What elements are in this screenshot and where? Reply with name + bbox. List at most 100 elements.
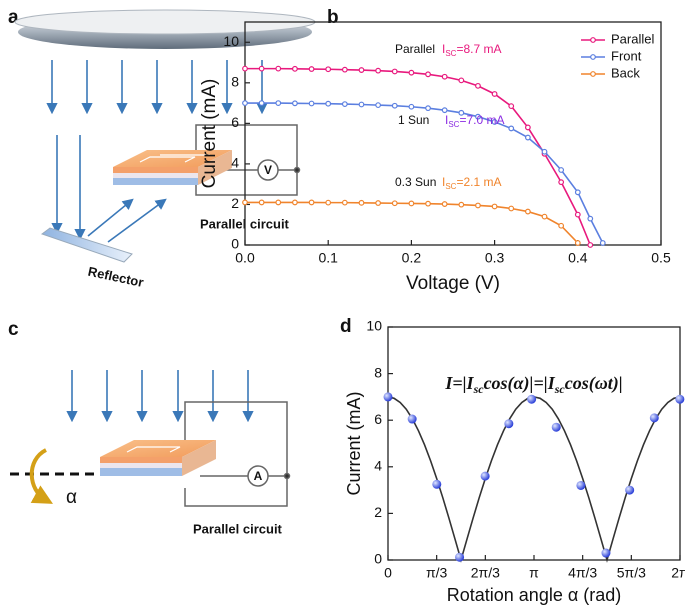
data-point (391, 102, 398, 109)
plot-frame (244, 21, 662, 246)
x-axis-title: Rotation angle α (rad) (447, 585, 622, 605)
y-axis-title: Current (mA) (344, 391, 364, 495)
panel-c: c A α Parallel circuit (8, 319, 291, 536)
circuit (195, 124, 301, 196)
data-point (491, 91, 498, 97)
data-point (551, 422, 561, 432)
charts: b 0.0 0.1 0.2 0.3 0.4 0.5 0 2 4 6 8 10 Voltage (V) Cur… (199, 7, 685, 605)
data-point (408, 69, 415, 76)
legend-label: Parallel (611, 31, 654, 46)
legend-marker (590, 71, 596, 77)
x-axis-title: Voltage (V) (406, 273, 500, 294)
data-point (574, 211, 581, 218)
x-tick-label: 0.4 (568, 250, 588, 266)
x-tick-label: 0 (384, 565, 392, 581)
y-tick-label: 0 (231, 236, 239, 252)
y-tick-label: 2 (231, 195, 239, 211)
data-point (475, 82, 481, 89)
legend-label: Back (611, 65, 640, 80)
data-point (308, 100, 315, 107)
reflector-label: Reflector (87, 264, 145, 290)
y-tick-label: 8 (374, 364, 382, 380)
y-tick-label: 10 (223, 33, 239, 49)
subscript: sc (473, 382, 485, 396)
x-tick-label: 0.0 (235, 250, 255, 266)
meter-label: A (254, 469, 263, 483)
data-point (292, 199, 298, 206)
data-point (441, 107, 448, 114)
equation-part: cos(α)|=|I (484, 373, 556, 394)
data-point (375, 67, 382, 74)
data-point (341, 199, 348, 206)
annotation-label: Parallel (395, 42, 435, 56)
data-point (258, 100, 265, 106)
data-point (432, 479, 442, 489)
data-line (387, 396, 681, 563)
annotation-label: 0.3 Sun (395, 175, 436, 189)
equation-part: cos(ωt)| (565, 373, 623, 394)
data-point (375, 102, 382, 109)
data-point (391, 68, 398, 75)
annotation-value: ISC=8.7 mA (442, 42, 502, 58)
subscript: SC (448, 120, 459, 129)
data-point (341, 101, 348, 108)
legend-marker (590, 37, 596, 43)
data-point (601, 548, 611, 558)
data-point (491, 119, 498, 125)
y-tick-label: 6 (231, 114, 239, 130)
data-point (455, 552, 465, 562)
panel-a: a V (8, 7, 316, 290)
data-point (458, 109, 465, 116)
data-point (504, 419, 514, 429)
data-point (508, 103, 515, 110)
data-point (458, 201, 465, 208)
panel-label: d (340, 316, 352, 337)
data-point (275, 100, 282, 106)
data-point (576, 480, 586, 490)
equation: I=|Isccos(α)|=|Isccos(ωt)| (444, 373, 622, 396)
data-point (524, 134, 531, 141)
data-point (325, 66, 332, 73)
panel-label: b (327, 7, 339, 28)
data-point (391, 200, 398, 207)
subscript: SC (445, 49, 456, 58)
data-point (408, 200, 415, 207)
x-tick-label: 0.2 (402, 250, 422, 266)
equation-part: I=|I (444, 373, 474, 393)
data-point (242, 65, 248, 72)
data-point (558, 222, 565, 229)
data-point (408, 103, 415, 110)
x-tick-label: 0.5 (651, 250, 671, 266)
data-point (242, 100, 248, 106)
x-tick-label: π (529, 565, 539, 581)
symbol: I (445, 113, 448, 127)
symbol: I (442, 175, 445, 189)
x-tick-label: 2π (671, 565, 685, 581)
data-point (574, 189, 581, 196)
data-point (275, 199, 282, 206)
data-point (441, 73, 448, 80)
x-tick-label: 5π/3 (617, 565, 646, 581)
annotation-value: ISC=7.0 mA (445, 113, 505, 129)
data-point (308, 199, 315, 206)
data-point (625, 485, 635, 495)
x-tick-label: 2π/3 (471, 565, 500, 581)
y-tick-label: 4 (231, 155, 239, 171)
circuit-label: Parallel circuit (193, 521, 283, 536)
data-point (425, 200, 431, 207)
data-point (341, 66, 348, 73)
value: =2.1 mA (456, 175, 501, 189)
solar-cell (100, 440, 216, 476)
data-point (541, 213, 548, 220)
y-tick-label: 4 (374, 458, 382, 474)
data-point (475, 113, 481, 120)
data-point (541, 148, 548, 155)
data-point (558, 167, 565, 173)
data-point (292, 100, 298, 107)
data-point (587, 215, 594, 222)
y-tick-label: 10 (366, 318, 382, 334)
data-point (441, 201, 448, 207)
data-point (524, 208, 531, 215)
data-point (242, 199, 248, 206)
data-point (358, 199, 365, 206)
